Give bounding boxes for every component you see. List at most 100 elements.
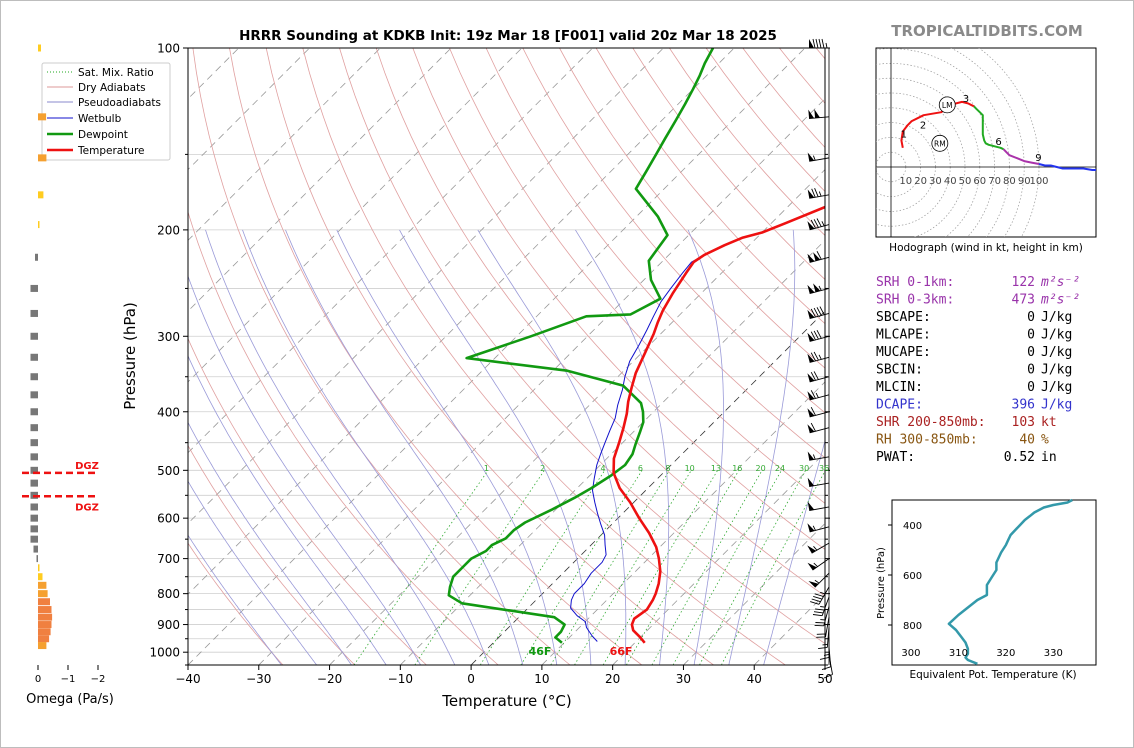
mixing-ratio-line (353, 470, 489, 665)
dry-adiabat-line (302, 48, 786, 665)
theta-e-x-tick-label: 310 (949, 648, 968, 659)
dry-adiabat-line (229, 48, 643, 665)
legend-label-dewpoint: Dewpoint (78, 129, 128, 141)
wind-barb-flag (807, 391, 815, 400)
isotherm-line (188, 48, 664, 525)
wind-barb-flag (807, 451, 815, 461)
mixing-ratio-line (602, 470, 718, 665)
wind-barb-flag (807, 189, 815, 199)
wind-barb-lines (810, 586, 830, 605)
y-tick-label: 200 (157, 223, 180, 237)
mixing-ratio-line (479, 470, 606, 665)
hodograph-ring-label: 60 (973, 176, 986, 187)
wind-barb (814, 606, 830, 627)
dry-adiabat-line (449, 48, 825, 504)
stat-label: SRH 0-1km: (876, 275, 954, 290)
wind-barb-lines (818, 627, 830, 650)
wind-barb-lines (809, 250, 830, 263)
stat-label: DCAPE: (876, 398, 923, 413)
mixing-ratio-label: 20 (756, 464, 766, 473)
wind-barb-lines (809, 155, 830, 162)
stat-value: 40 (1019, 433, 1035, 448)
dry-adiabat-line (188, 444, 355, 665)
wind-barb-lines (809, 116, 830, 120)
stat-unit: J/kg (1041, 398, 1072, 413)
omega-bar (38, 44, 41, 52)
dgz-label: DGZ (75, 502, 99, 513)
wind-barb (818, 627, 830, 650)
stat-unit: in (1041, 450, 1057, 465)
pseudoadiabat-line (399, 229, 591, 653)
omega-bar (38, 635, 50, 643)
wind-barb-lines (809, 351, 830, 363)
legend-box (41, 62, 171, 161)
legend-label-temperature: Temperature (77, 145, 145, 157)
omega-panel: DGZ DGZ 0 −1 −2 Omega (Pa/s) (22, 44, 114, 707)
dry-adiabat-line (412, 48, 825, 550)
stat-label: RH 300-850mb: (876, 433, 978, 448)
watermark: TROPICALTIDBITS.COM (891, 22, 1083, 40)
theta-e-x-tick-label: 300 (901, 648, 920, 659)
mixing-ratio-label: 24 (775, 464, 785, 473)
pseudoadiabat-line (483, 652, 490, 665)
stat-unit: J/kg (1041, 310, 1072, 325)
stat-value: 0 (1027, 310, 1035, 325)
omega-bar (30, 424, 38, 432)
stat-label: MUCAPE: (876, 345, 931, 360)
wind-barb-lines (809, 454, 830, 461)
pseudoadiabat-line (188, 421, 343, 653)
pseudoadiabat-line (306, 651, 317, 665)
series-line-wetbulb (570, 206, 825, 642)
hodograph-marker-circle (938, 96, 956, 114)
stat-value: 0.52 (1004, 450, 1035, 465)
legend-label-mixing-ratio: Sat. Mix. Ratio (78, 67, 154, 79)
theta-e-panel: 300 310 320 330 400 600 800 Equivalent Pot. Te… (876, 498, 1097, 681)
wind-barb-flag (814, 109, 820, 119)
stat-label: MLCAPE: (876, 328, 931, 343)
omega-bar (30, 525, 38, 533)
wind-barb-flag (807, 523, 815, 532)
wind-barb (807, 477, 830, 488)
mixing-ratio-label: 30 (799, 464, 809, 473)
hodograph-ring-label: 20 (914, 176, 927, 187)
isotherm-line (470, 310, 825, 665)
stat-value: 396 (1012, 398, 1035, 413)
y-tick-label: 1000 (149, 646, 180, 660)
wind-barb-flag (809, 39, 814, 48)
wind-barb-lines (809, 422, 830, 434)
isotherm-line (683, 522, 825, 665)
pseudoadiabat-line (242, 229, 485, 653)
theta-e-y-tick-label: 400 (903, 521, 922, 532)
y-tick-label: 500 (157, 464, 180, 478)
wind-barb-lines (809, 188, 830, 199)
skewt-background-lines (188, 48, 825, 665)
isotherm-line (188, 48, 593, 454)
x-tick-label: 40 (747, 672, 762, 686)
hodograph-marker-label: RM (934, 139, 946, 148)
pseudoadiabat-line (188, 480, 308, 653)
series-line-dewpoint (447, 48, 715, 644)
theta-e-y-tick-label: 800 (903, 621, 922, 632)
omega-bars (30, 44, 53, 650)
wind-barb (807, 406, 830, 418)
pseudoadiabat-line (342, 651, 352, 665)
hodograph-caption: Hodograph (wind in kt, height in km) (889, 242, 1083, 254)
mixing-ratio-label: 16 (732, 464, 742, 473)
mixing-ratio-label: 4 (601, 464, 606, 473)
dry-adiabat-line (265, 48, 714, 665)
theta-e-line (947, 498, 1073, 665)
legend-label-pseudoadiabats: Pseudoadiabats (78, 97, 161, 109)
pseudoadiabat-line (518, 652, 524, 665)
y-tick-label: 300 (157, 330, 180, 344)
dry-adiabat-line (375, 48, 825, 597)
wind-barb-lines (809, 306, 830, 320)
wind-barb-lines (809, 525, 830, 533)
dry-adiabat-line (188, 337, 427, 665)
theta-e-x-axis-label: Equivalent Pot. Temperature (K) (909, 669, 1076, 681)
stat-label: SBCIN: (876, 363, 923, 378)
wind-barb-flag (807, 373, 815, 382)
hodograph-ring-label: 30 (929, 176, 942, 187)
omega-bar (38, 628, 51, 636)
mixing-ratio-line (550, 470, 670, 665)
